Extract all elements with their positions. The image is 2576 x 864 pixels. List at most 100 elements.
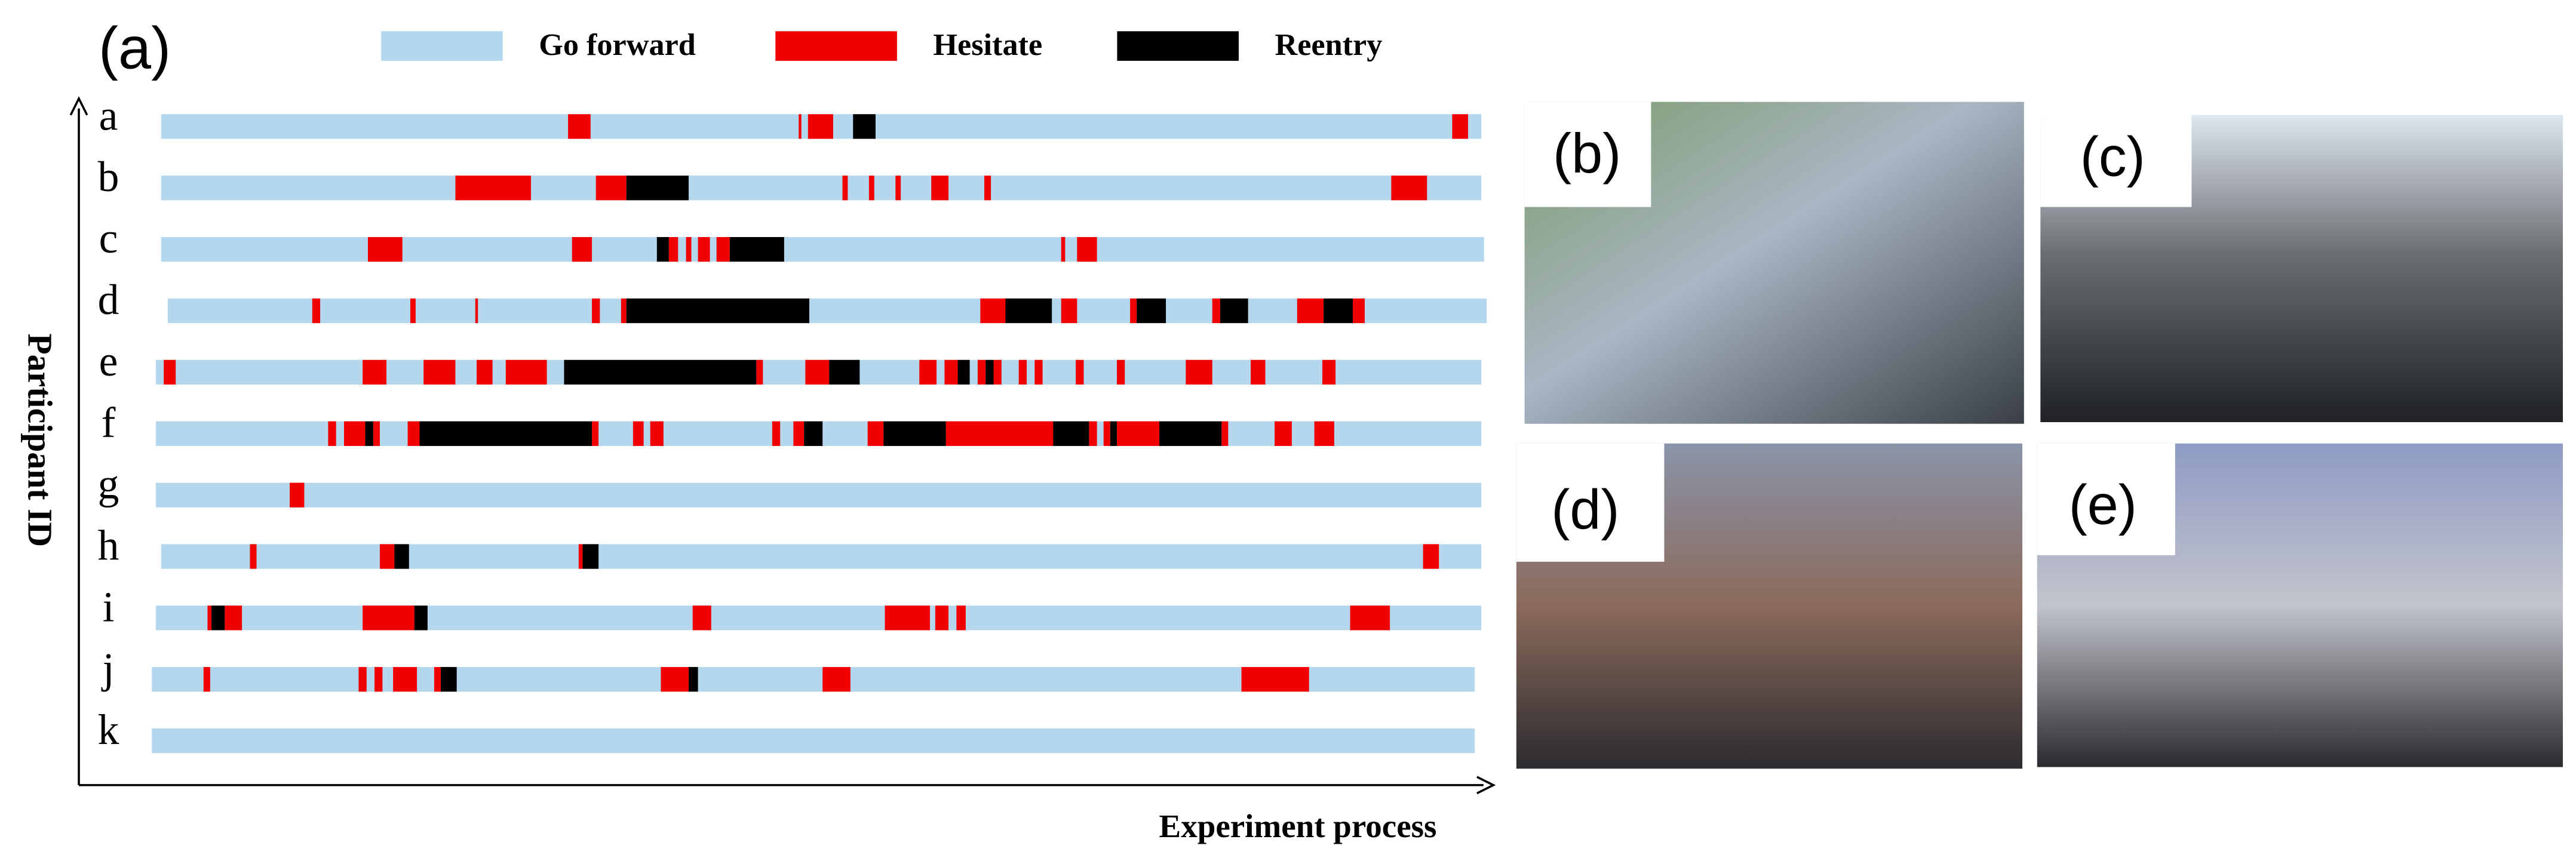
go-forward-bar bbox=[167, 298, 1487, 324]
hesitate-segment bbox=[1350, 605, 1390, 631]
hesitate-segment bbox=[822, 667, 851, 692]
legend-label: Hesitate bbox=[933, 27, 1042, 62]
hesitate-segment bbox=[374, 667, 383, 692]
hesitate-segment bbox=[363, 359, 387, 385]
hesitate-segment bbox=[1116, 359, 1125, 385]
hesitate-segment bbox=[650, 421, 664, 446]
y-axis-label: Participant ID bbox=[20, 333, 58, 547]
hesitate-segment bbox=[578, 544, 583, 569]
legend-label: Reentry bbox=[1275, 27, 1382, 62]
reentry-segment bbox=[853, 114, 876, 139]
hesitate-segment bbox=[1089, 421, 1097, 446]
hesitate-segment bbox=[698, 236, 710, 262]
hesitate-segment bbox=[956, 605, 966, 631]
hesitate-segment bbox=[1423, 544, 1439, 569]
go-forward-bar bbox=[161, 176, 1482, 201]
hesitate-segment bbox=[1061, 236, 1066, 262]
hesitate-segment bbox=[1103, 421, 1110, 446]
hesitate-segment bbox=[842, 176, 848, 201]
go-forward-bar bbox=[155, 482, 1482, 508]
participant-label: j bbox=[101, 645, 115, 692]
legend-swatch bbox=[1117, 31, 1239, 61]
hesitate-segment bbox=[772, 421, 781, 446]
hesitate-segment bbox=[568, 114, 591, 139]
hesitate-segment bbox=[1018, 359, 1027, 385]
hesitate-segment bbox=[1221, 421, 1229, 446]
hesitate-segment bbox=[1251, 359, 1266, 385]
hesitate-segment bbox=[686, 236, 692, 262]
hesitate-segment bbox=[895, 176, 901, 201]
participant-label: i bbox=[103, 583, 115, 631]
hesitate-segment bbox=[1314, 421, 1334, 446]
hesitate-segment bbox=[1186, 359, 1212, 385]
photo-label-box bbox=[2037, 443, 2175, 555]
go-forward-bar bbox=[161, 544, 1482, 569]
hesitate-segment bbox=[1130, 298, 1137, 324]
hesitate-segment bbox=[868, 176, 874, 201]
participant-label: f bbox=[102, 399, 116, 447]
legend-swatch bbox=[775, 31, 897, 61]
participant-label: c bbox=[99, 215, 118, 262]
hesitate-segment bbox=[977, 359, 986, 385]
hesitate-segment bbox=[207, 605, 212, 631]
participant-label: e bbox=[99, 338, 118, 385]
hesitate-segment bbox=[164, 359, 176, 385]
reentry-segment bbox=[414, 605, 428, 631]
hesitate-segment bbox=[312, 298, 321, 324]
reentry-segment bbox=[829, 359, 860, 385]
reentry-segment bbox=[626, 176, 689, 201]
hesitate-segment bbox=[476, 359, 493, 385]
hesitate-segment bbox=[379, 544, 395, 569]
reentry-segment bbox=[394, 544, 409, 569]
reentry-segment bbox=[419, 421, 592, 446]
hesitate-segment bbox=[367, 236, 403, 262]
participant-label: d bbox=[98, 276, 119, 324]
hesitate-segment bbox=[661, 667, 689, 692]
hesitate-segment bbox=[475, 298, 478, 324]
reentry-segment bbox=[957, 359, 970, 385]
legend-label: Go forward bbox=[539, 27, 696, 62]
hesitate-segment bbox=[1275, 421, 1292, 446]
hesitate-segment bbox=[633, 421, 644, 446]
hesitate-segment bbox=[668, 236, 678, 262]
photo-d: (d) bbox=[1516, 443, 2023, 769]
hesitate-segment bbox=[793, 421, 805, 446]
hesitate-segment bbox=[1116, 421, 1159, 446]
hesitate-segment bbox=[935, 605, 949, 631]
hesitate-segment bbox=[1034, 359, 1043, 385]
photo-label: (e) bbox=[2069, 473, 2137, 536]
hesitate-segment bbox=[505, 359, 547, 385]
photo-e: (e) bbox=[2037, 443, 2563, 767]
reentry-segment bbox=[689, 667, 698, 692]
hesitate-segment bbox=[358, 667, 367, 692]
hesitate-segment bbox=[225, 605, 242, 631]
panel-label: (a) bbox=[99, 14, 171, 81]
hesitate-segment bbox=[1241, 667, 1309, 692]
reentry-segment bbox=[656, 236, 669, 262]
hesitate-segment bbox=[692, 605, 711, 631]
photo-c: (c) bbox=[2040, 115, 2563, 422]
reentry-segment bbox=[1324, 298, 1353, 324]
photo-label-box bbox=[1516, 443, 1665, 562]
go-forward-bar bbox=[152, 728, 1475, 754]
hesitate-segment bbox=[993, 359, 1002, 385]
participant-label: h bbox=[98, 522, 119, 569]
hesitate-segment bbox=[808, 114, 833, 139]
hesitate-segment bbox=[423, 359, 456, 385]
hesitate-segment bbox=[344, 421, 366, 446]
reentry-segment bbox=[564, 359, 757, 385]
reentry-segment bbox=[985, 359, 994, 385]
hesitate-segment bbox=[373, 421, 380, 446]
reentry-segment bbox=[582, 544, 599, 569]
hesitate-segment bbox=[250, 544, 257, 569]
x-axis-label: Experiment process bbox=[1159, 808, 1437, 844]
hesitate-segment bbox=[592, 298, 600, 324]
participant-label: g bbox=[98, 461, 119, 508]
participant-label: a bbox=[99, 92, 118, 139]
hesitate-segment bbox=[1452, 114, 1469, 139]
hesitate-segment bbox=[203, 667, 210, 692]
hesitate-segment bbox=[1076, 359, 1084, 385]
hesitate-segment bbox=[805, 359, 830, 385]
